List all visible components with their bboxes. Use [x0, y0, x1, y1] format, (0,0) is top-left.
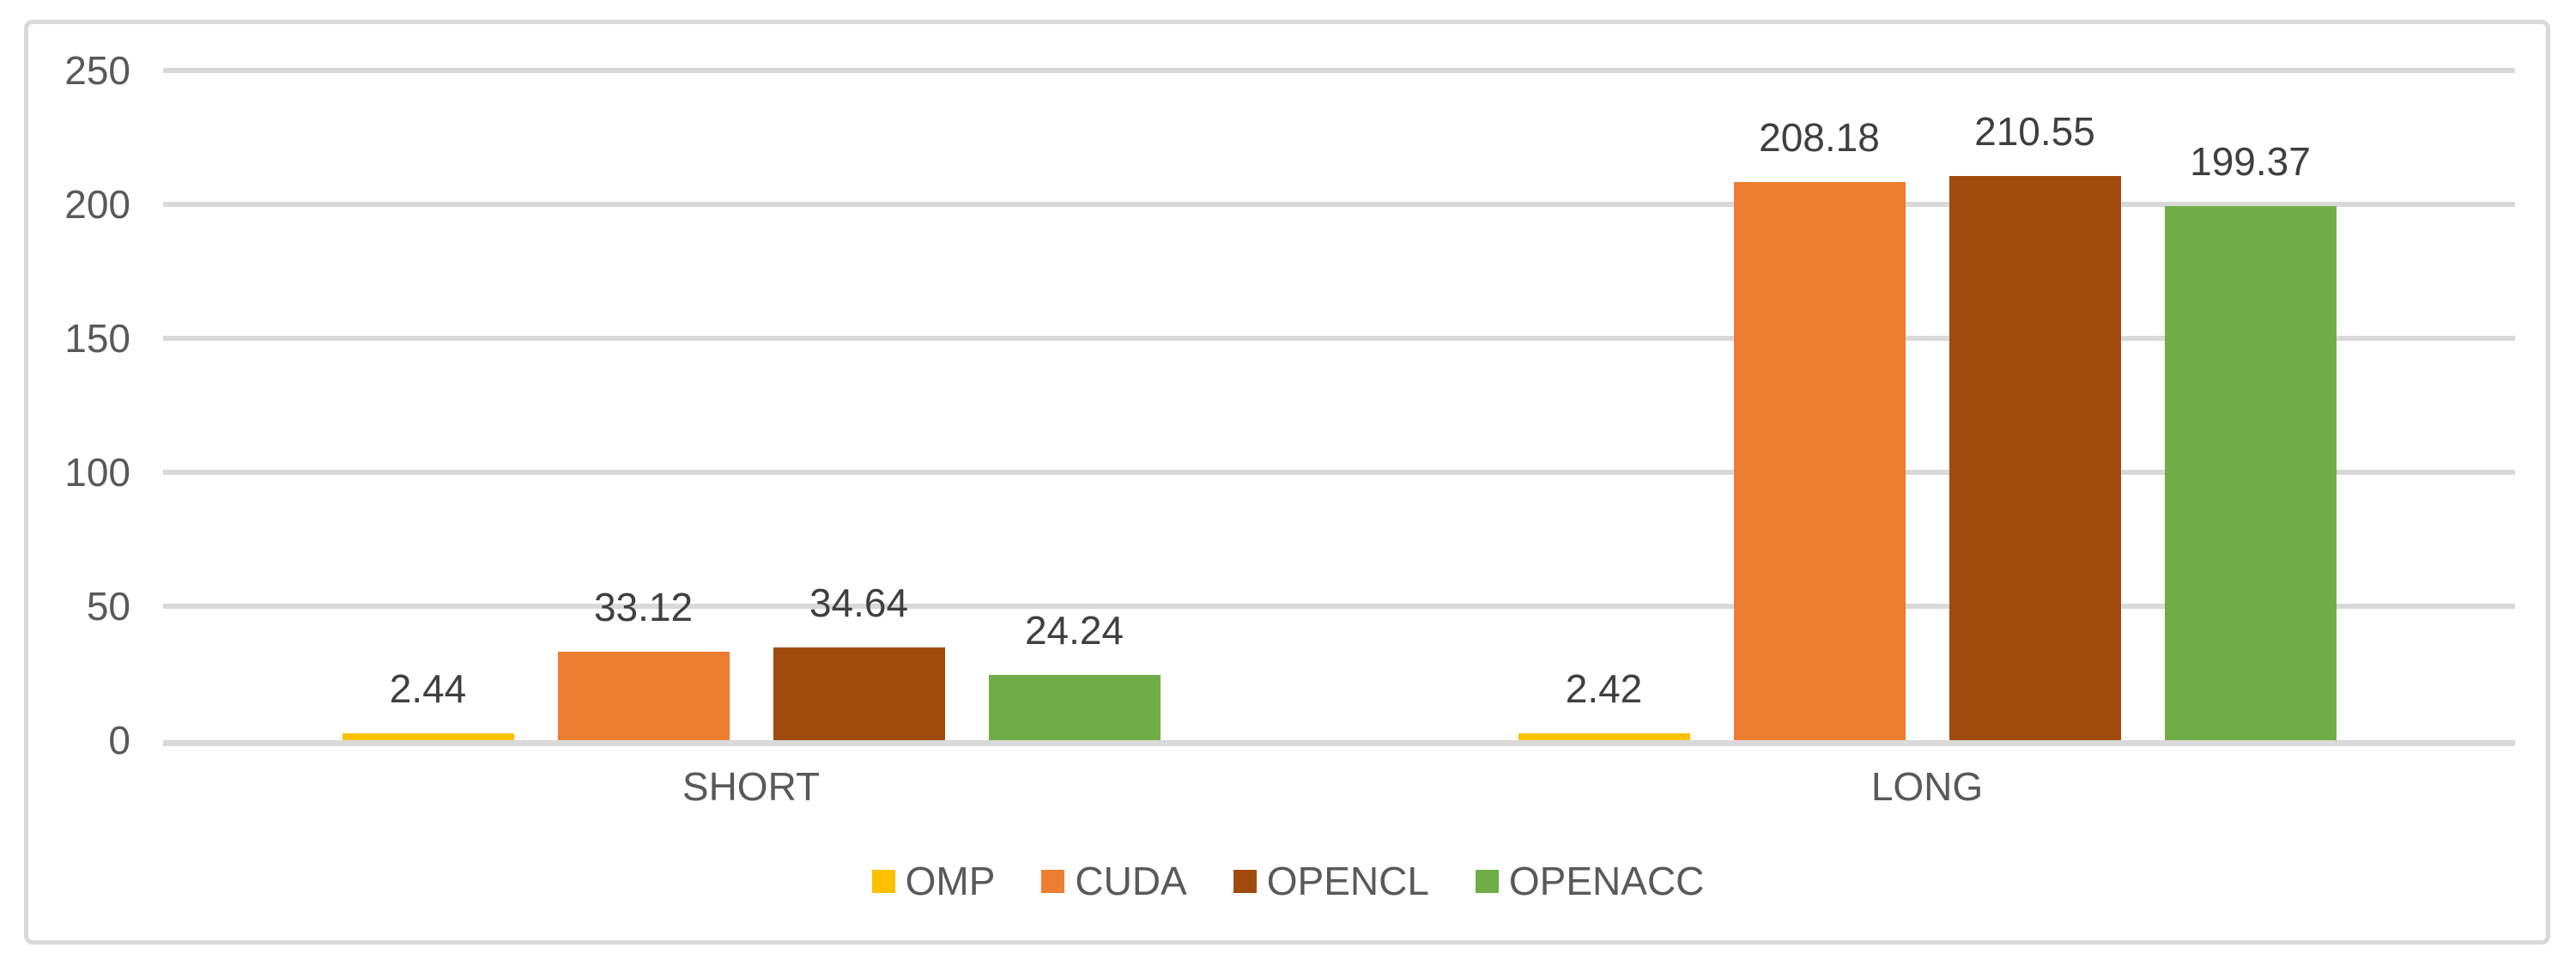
- bar-omp-long: [1518, 733, 1690, 740]
- bar-openacc-long: [2164, 205, 2337, 740]
- legend-label: OMP: [905, 859, 996, 903]
- plot-area: 2.44 33.12 34.64 24.24 2.42 208.18 210.55 199.3…: [163, 68, 2515, 746]
- gridline: [163, 202, 2515, 207]
- y-tick-label: 100: [64, 450, 130, 495]
- bar-cuda-short: [557, 651, 730, 740]
- legend-label: OPENCL: [1266, 859, 1429, 903]
- bar-value-label: 2.44: [389, 666, 467, 712]
- legend: OMP CUDA OPENCL OPENACC: [0, 857, 2576, 905]
- y-tick-label: 50: [86, 584, 130, 629]
- legend-swatch-omp-icon: [871, 869, 895, 893]
- y-tick-label: 250: [64, 48, 130, 93]
- legend-item-omp: OMP: [871, 857, 996, 905]
- chart-frame: [24, 20, 2550, 945]
- legend-label: OPENACC: [1508, 859, 1705, 903]
- y-tick-label: 150: [64, 316, 130, 361]
- bar-omp-short: [342, 733, 514, 740]
- legend-item-openacc: OPENACC: [1475, 857, 1705, 905]
- bar-value-label: 199.37: [2190, 138, 2311, 184]
- bar-value-label: 24.24: [1024, 608, 1124, 653]
- y-tick-label: 200: [64, 182, 130, 227]
- legend-label: CUDA: [1075, 859, 1187, 903]
- y-tick-label: 0: [108, 718, 130, 762]
- legend-swatch-cuda-icon: [1041, 869, 1065, 893]
- bar-value-label: 210.55: [1974, 109, 2095, 155]
- category-label-short: SHORT: [682, 764, 821, 809]
- x-axis-baseline: [163, 740, 2515, 746]
- legend-swatch-opencl-icon: [1233, 869, 1257, 893]
- bar-value-label: 33.12: [593, 584, 694, 629]
- bar-opencl-short: [773, 647, 945, 740]
- gridline: [163, 604, 2515, 609]
- category-label-long: LONG: [1870, 764, 1984, 809]
- bar-cuda-long: [1733, 182, 1906, 740]
- legend-item-opencl: OPENCL: [1233, 857, 1429, 905]
- bar-openacc-short: [988, 675, 1161, 740]
- gridline: [163, 470, 2515, 475]
- gridline: [163, 68, 2515, 73]
- gridline: [163, 336, 2515, 341]
- bar-value-label: 34.64: [809, 580, 909, 625]
- legend-item-cuda: CUDA: [1041, 857, 1187, 905]
- legend-swatch-openacc-icon: [1475, 869, 1499, 893]
- bar-opencl-long: [1949, 176, 2121, 740]
- bar-value-label: 208.18: [1759, 115, 1880, 161]
- bar-value-label: 2.42: [1565, 666, 1643, 712]
